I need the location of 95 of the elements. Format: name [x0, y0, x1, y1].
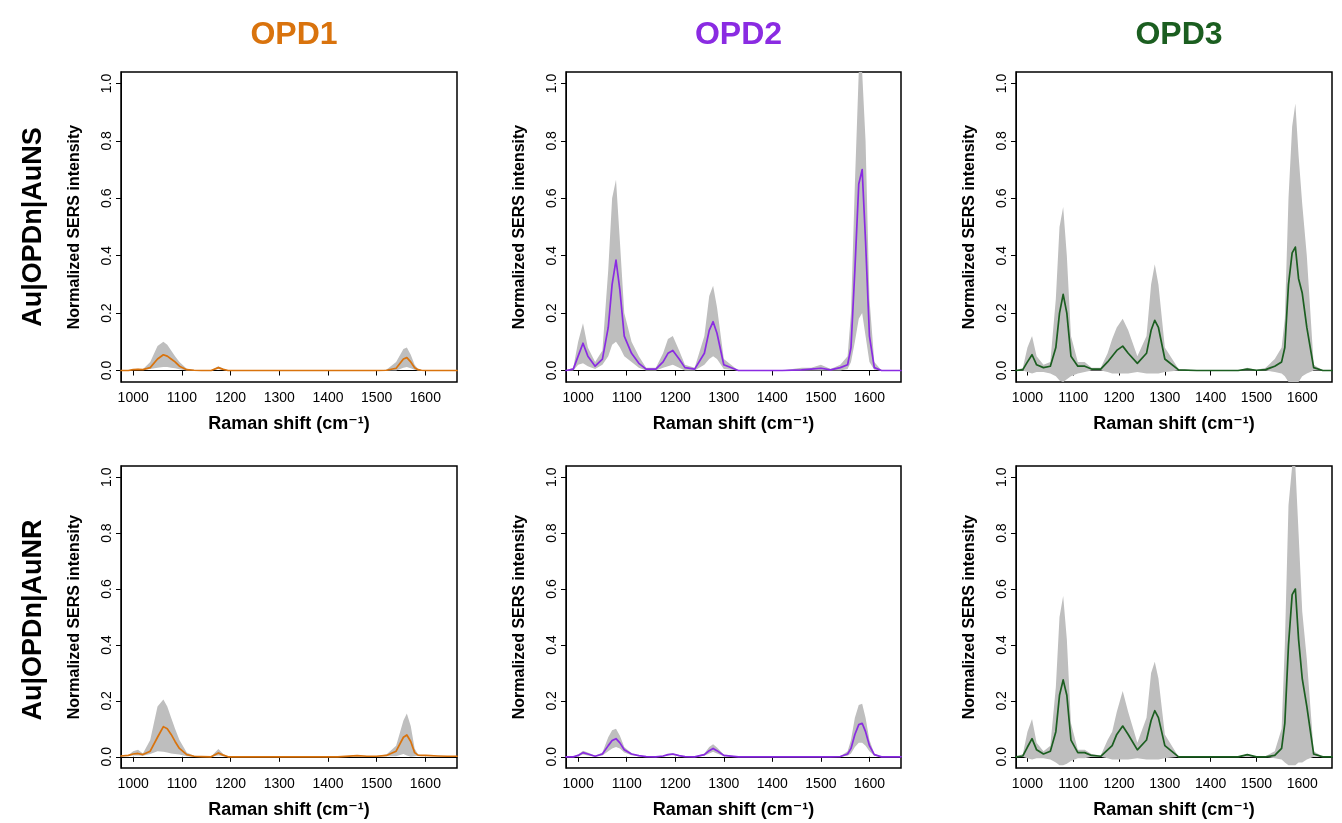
- y-tick-label: 0.8: [98, 523, 114, 543]
- y-tick-label: 0.8: [543, 130, 559, 151]
- y-tick-label: 0.0: [543, 360, 559, 381]
- x-tick-label: 1400: [1195, 389, 1227, 405]
- y-tick-label: 0.2: [543, 303, 559, 323]
- x-axis-title: Raman shift (cm⁻¹): [652, 799, 815, 819]
- x-tick-label: 1600: [1286, 775, 1319, 791]
- y-tick-label: 1.0: [543, 73, 559, 94]
- y-tick-label: 0.6: [993, 188, 1009, 209]
- x-tick-label: 1100: [166, 389, 198, 405]
- y-tick-label: 1.0: [543, 467, 559, 487]
- y-tick-label: 0.8: [98, 130, 114, 151]
- x-axis-title: Raman shift (cm⁻¹): [1093, 799, 1255, 819]
- x-tick-label: 1300: [1149, 389, 1181, 405]
- y-tick-label: 0.8: [993, 523, 1009, 543]
- x-tick-label: 1200: [659, 389, 692, 405]
- y-tick-label: 0.0: [993, 746, 1009, 767]
- y-axis-title: Normalized SERS intensity: [959, 124, 977, 330]
- x-tick-label: 1500: [1240, 389, 1273, 405]
- x-axis-title: Raman shift (cm⁻¹): [652, 413, 815, 433]
- y-tick-label: 0.4: [98, 245, 114, 266]
- y-axis-title: Normalized SERS intensity: [959, 514, 977, 720]
- x-tick-label: 1500: [805, 775, 837, 791]
- x-tick-label: 1300: [708, 389, 740, 405]
- y-tick-label: 0.8: [993, 130, 1009, 151]
- x-tick-label: 1000: [1011, 389, 1044, 405]
- y-tick-label: 0.6: [993, 579, 1009, 599]
- x-tick-label: 1100: [611, 389, 642, 405]
- x-tick-label: 1200: [1103, 389, 1135, 405]
- x-tick-label: 1100: [611, 775, 642, 791]
- x-tick-label: 1000: [1011, 775, 1044, 791]
- y-tick-label: 1.0: [98, 467, 114, 487]
- y-tick-label: 0.0: [98, 360, 114, 381]
- x-tick-label: 1400: [312, 775, 344, 791]
- x-tick-label: 1200: [659, 775, 692, 791]
- y-tick-label: 1.0: [98, 73, 114, 94]
- chart-title: OPD2: [694, 15, 783, 51]
- x-tick-label: 1400: [1195, 775, 1227, 791]
- x-tick-label: 1100: [166, 775, 198, 791]
- x-tick-label: 1600: [853, 775, 886, 791]
- x-tick-label: 1200: [214, 389, 247, 405]
- x-tick-label: 1300: [1149, 775, 1181, 791]
- x-tick-label: 1300: [708, 775, 740, 791]
- x-tick-label: 1300: [263, 389, 296, 405]
- y-tick-label: 0.2: [98, 690, 114, 711]
- x-tick-label: 1400: [756, 389, 789, 405]
- x-tick-label: 1600: [409, 775, 442, 791]
- y-tick-label: 0.0: [993, 360, 1009, 381]
- y-tick-label: 0.4: [993, 245, 1009, 266]
- y-tick-label: 0.6: [543, 188, 559, 209]
- x-axis-title: Raman shift (cm⁻¹): [208, 413, 370, 433]
- y-tick-label: 0.2: [98, 303, 114, 323]
- y-tick-label: 0.6: [98, 579, 114, 599]
- y-tick-label: 0.2: [993, 690, 1009, 711]
- y-tick-label: 0.0: [98, 746, 114, 767]
- y-tick-label: 0.6: [543, 579, 559, 599]
- chart-title: OPD3: [1135, 15, 1223, 51]
- x-tick-label: 1000: [562, 775, 594, 791]
- y-axis-title: Normalized SERS intensity: [509, 514, 527, 720]
- text: Au|OPDn|AuNR: [17, 519, 47, 721]
- x-tick-label: 1000: [117, 389, 149, 405]
- x-tick-label: 1400: [756, 775, 789, 791]
- x-tick-label: 1000: [117, 775, 149, 791]
- y-axis-title: Normalized SERS intensity: [64, 514, 82, 720]
- x-tick-label: 1100: [1058, 775, 1089, 791]
- y-tick-label: 0.2: [543, 690, 559, 711]
- x-tick-label: 1500: [805, 389, 837, 405]
- y-tick-label: 0.4: [98, 635, 114, 655]
- x-tick-label: 1200: [214, 775, 247, 791]
- x-tick-label: 1500: [361, 389, 393, 405]
- x-tick-label: 1600: [409, 389, 442, 405]
- y-tick-label: 0.2: [993, 303, 1009, 323]
- y-tick-label: 0.4: [993, 635, 1009, 655]
- x-tick-label: 1600: [1286, 389, 1319, 405]
- y-tick-label: 1.0: [993, 467, 1009, 487]
- y-axis-title: Normalized SERS intensity: [509, 124, 527, 330]
- x-tick-label: 1500: [361, 775, 393, 791]
- x-axis-title: Raman shift (cm⁻¹): [208, 799, 370, 819]
- text: Au|OPDn|AuNS: [17, 127, 47, 327]
- chart-title: OPD1: [250, 15, 338, 51]
- x-tick-label: 1600: [853, 389, 886, 405]
- x-tick-label: 1000: [562, 389, 594, 405]
- y-tick-label: 0.8: [543, 523, 559, 543]
- y-tick-label: 1.0: [993, 73, 1009, 94]
- x-tick-label: 1100: [1058, 389, 1089, 405]
- y-tick-label: 0.0: [543, 746, 559, 767]
- x-tick-label: 1400: [312, 389, 344, 405]
- y-tick-label: 0.4: [543, 245, 559, 266]
- x-tick-label: 1300: [263, 775, 296, 791]
- y-axis-title: Normalized SERS intensity: [64, 124, 82, 330]
- x-tick-label: 1500: [1240, 775, 1273, 791]
- x-axis-title: Raman shift (cm⁻¹): [1093, 413, 1255, 433]
- y-tick-label: 0.6: [98, 188, 114, 209]
- y-tick-label: 0.4: [543, 635, 559, 655]
- x-tick-label: 1200: [1103, 775, 1135, 791]
